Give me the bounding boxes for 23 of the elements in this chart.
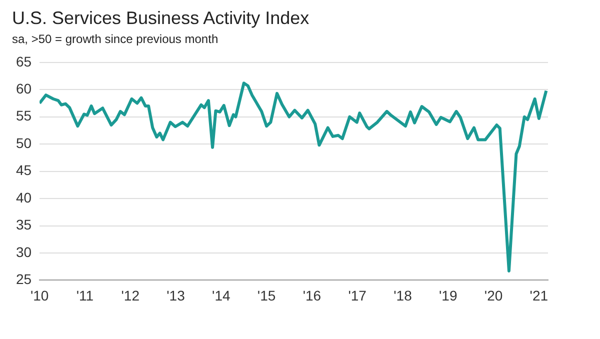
x-tick-label: '16 xyxy=(302,287,322,304)
x-tick-label: '12 xyxy=(121,287,140,304)
x-tick-label: '14 xyxy=(212,287,230,304)
y-tick-label: 65 xyxy=(16,53,32,70)
x-tick-label: '15 xyxy=(257,287,276,304)
y-tick-label: 25 xyxy=(16,271,32,288)
x-tick-label: '18 xyxy=(394,287,412,304)
x-tick-label: '17 xyxy=(348,287,367,304)
y-tick-label: 50 xyxy=(16,134,32,151)
x-tick-label: '10 xyxy=(30,287,49,304)
y-tick-label: 40 xyxy=(16,189,32,206)
chart-subtitle: sa, >50 = growth since previous month xyxy=(12,32,220,46)
y-tick-label: 30 xyxy=(16,244,32,260)
y-tick-label: 60 xyxy=(16,80,32,96)
y-tick-label: 55 xyxy=(16,108,32,124)
x-tick-label: '13 xyxy=(166,287,186,304)
x-tick-label: '20 xyxy=(484,287,503,304)
x-tick-label: '11 xyxy=(76,287,94,304)
x-tick-label: '19 xyxy=(439,287,458,304)
y-tick-label: 35 xyxy=(16,216,32,233)
y-tick-label: 45 xyxy=(16,162,32,178)
chart-title: U.S. Services Business Activity Index xyxy=(12,8,310,29)
x-tick-label: '21 xyxy=(530,287,548,304)
